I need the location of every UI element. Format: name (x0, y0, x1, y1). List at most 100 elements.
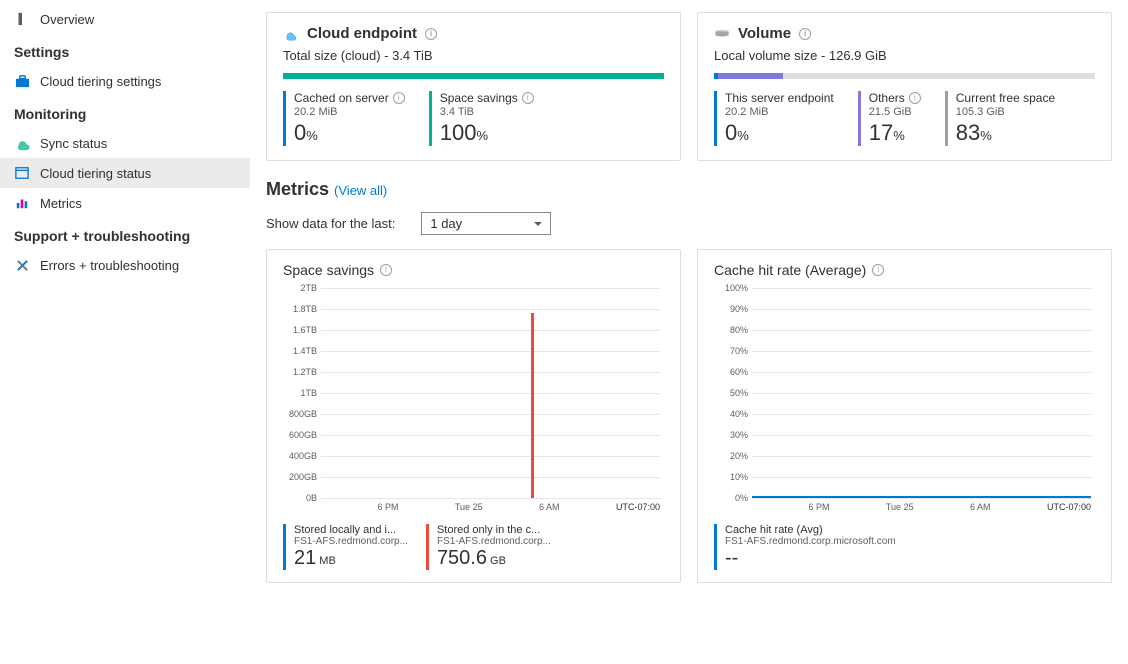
legend-value: -- (725, 547, 896, 570)
grid-line (752, 477, 1091, 478)
info-icon[interactable]: i (425, 28, 437, 40)
stat-value: 17% (869, 120, 921, 146)
info-icon[interactable]: i (799, 28, 811, 40)
sidebar-heading-settings: Settings (0, 34, 250, 66)
stat-label: Cached on server i (294, 91, 405, 105)
legend-item: Stored only in the c... FS1-AFS.redmond.… (426, 524, 551, 570)
sidebar-item-cloud-tiering-settings[interactable]: Cloud tiering settings (0, 66, 250, 96)
cloud-sync-icon (14, 135, 30, 151)
y-tick-label: 90% (710, 304, 748, 314)
sidebar-item-label: Errors + troubleshooting (40, 258, 179, 273)
y-tick-label: 800GB (279, 409, 317, 419)
y-tick-label: 0B (279, 493, 317, 503)
grid-line (321, 372, 660, 373)
y-tick-label: 2TB (279, 283, 317, 293)
y-tick-label: 1.4TB (279, 346, 317, 356)
grid-line (752, 498, 1091, 499)
usage-bar (283, 73, 664, 79)
y-tick-label: 10% (710, 472, 748, 482)
y-tick-label: 1.6TB (279, 325, 317, 335)
legend-item: Stored locally and i... FS1-AFS.redmond.… (283, 524, 408, 570)
legend-sub: FS1-AFS.redmond.corp.microsoft.com (725, 536, 896, 547)
sidebar-item-sync-status[interactable]: Sync status (0, 128, 250, 158)
info-icon[interactable]: i (872, 264, 884, 276)
sidebar-item-overview[interactable]: Overview (0, 4, 250, 34)
summary-cards-row: Cloud endpoint i Total size (cloud) - 3.4… (266, 12, 1112, 161)
grid-line (752, 372, 1091, 373)
usage-bar (714, 73, 1095, 79)
stat-sub: 20.2 MiB (725, 106, 834, 118)
stat-block: Space savings i 3.4 TiB 100% (429, 91, 534, 146)
main-content: Cloud endpoint i Total size (cloud) - 3.4… (250, 0, 1128, 664)
grid-line (321, 309, 660, 310)
grid-line (752, 288, 1091, 289)
sidebar-item-label: Cloud tiering status (40, 166, 151, 181)
stat-sub: 21.5 GiB (869, 106, 921, 118)
stat-value: 83% (956, 120, 1055, 146)
x-tick-label: Tue 25 (886, 502, 914, 512)
x-axis: 6 PMTue 256 AMUTC-07:00 (752, 502, 1091, 512)
y-tick-label: 50% (710, 388, 748, 398)
y-tick-label: 600GB (279, 430, 317, 440)
grid-line (752, 435, 1091, 436)
sidebar-item-errors-troubleshooting[interactable]: Errors + troubleshooting (0, 250, 250, 280)
grid-line (321, 456, 660, 457)
grid-line (321, 477, 660, 478)
stat-label: Current free space (956, 91, 1055, 105)
metrics-heading: Metrics (View all) (266, 179, 1112, 200)
cloud-endpoint-card: Cloud endpoint i Total size (cloud) - 3.4… (266, 12, 681, 161)
y-tick-label: 0% (710, 493, 748, 503)
sidebar-heading-monitoring: Monitoring (0, 96, 250, 128)
briefcase-icon (14, 73, 30, 89)
bar-chart-icon (14, 195, 30, 211)
sidebar-item-cloud-tiering-status[interactable]: Cloud tiering status (0, 158, 250, 188)
grid-line (752, 330, 1091, 331)
usage-bar-segment (718, 73, 783, 79)
info-icon[interactable]: i (380, 264, 392, 276)
stat-label: Space savings i (440, 91, 534, 105)
metrics-filter-row: Show data for the last: 1 day (266, 212, 1112, 235)
metrics-view-all-link[interactable]: (View all) (334, 183, 387, 198)
grid-line (321, 351, 660, 352)
x-axis: 6 PMTue 256 AMUTC-07:00 (321, 502, 660, 512)
chart-legend: Stored locally and i... FS1-AFS.redmond.… (283, 524, 664, 570)
time-range-value: 1 day (430, 216, 462, 231)
grid-line (321, 498, 660, 499)
legend-sub: FS1-AFS.redmond.corp... (294, 536, 408, 547)
chart-title: Space savings i (283, 262, 664, 278)
grid-line (321, 393, 660, 394)
x-tick-label: 6 PM (377, 502, 398, 512)
y-tick-label: 1.8TB (279, 304, 317, 314)
grid-line (321, 330, 660, 331)
y-tick-label: 70% (710, 346, 748, 356)
usage-bar-segment (283, 73, 664, 79)
chart-plot-area: 100%90%80%70%60%50%40%30%20%10%0%6 PMTue… (752, 288, 1091, 498)
stat-sub: 105.3 GiB (956, 106, 1055, 118)
chart-flat-line (752, 496, 1091, 498)
x-tick-label: 6 PM (808, 502, 829, 512)
card-title: Volume (738, 25, 791, 42)
stat-sub: 20.2 MiB (294, 106, 405, 118)
card-subtitle: Total size (cloud) - 3.4 TiB (283, 48, 664, 63)
card-title: Cloud endpoint (307, 25, 417, 42)
info-icon[interactable]: i (393, 92, 405, 104)
cloud-icon (283, 26, 299, 42)
sidebar-item-label: Sync status (40, 136, 107, 151)
legend-item: Cache hit rate (Avg) FS1-AFS.redmond.cor… (714, 524, 896, 570)
stat-block: Others i 21.5 GiB 17% (858, 91, 921, 146)
sidebar-item-label: Cloud tiering settings (40, 74, 161, 89)
grid-line (321, 288, 660, 289)
x-tick-label: 6 AM (539, 502, 560, 512)
info-icon[interactable]: i (909, 92, 921, 104)
sidebar: Overview Settings Cloud tiering settings… (0, 0, 250, 664)
y-tick-label: 60% (710, 367, 748, 377)
y-tick-label: 80% (710, 325, 748, 335)
grid-line (752, 393, 1091, 394)
legend-label: Stored only in the c... (437, 524, 551, 536)
time-range-select[interactable]: 1 day (421, 212, 551, 235)
x-tick-label: UTC-07:00 (616, 502, 660, 512)
server-icon (14, 11, 30, 27)
info-icon[interactable]: i (522, 92, 534, 104)
y-tick-label: 400GB (279, 451, 317, 461)
sidebar-item-metrics[interactable]: Metrics (0, 188, 250, 218)
